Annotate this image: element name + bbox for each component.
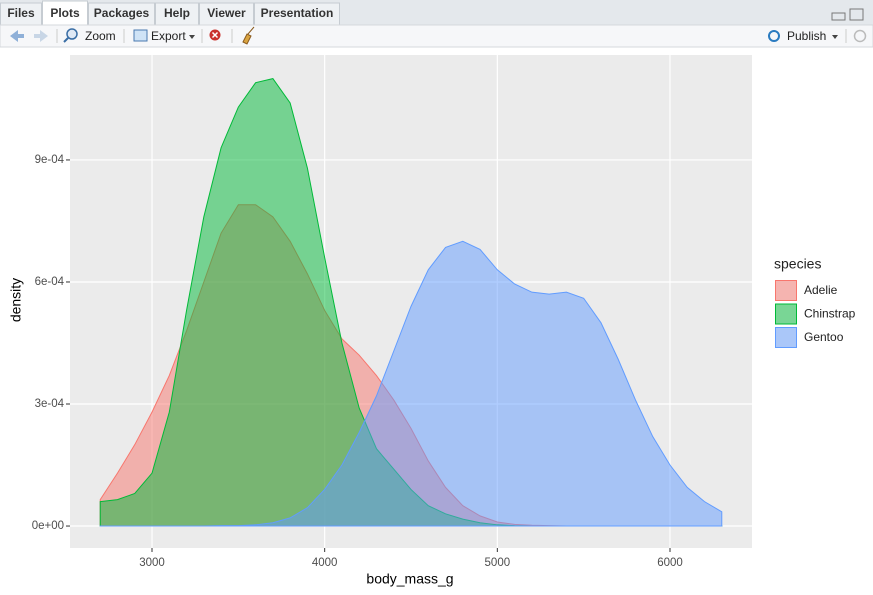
tab[interactable]: Presentation [254, 2, 340, 26]
legend-label: Adelie [804, 283, 838, 297]
export-label: Export [151, 29, 186, 43]
maximize-button[interactable] [849, 8, 864, 21]
legend-label: Chinstrap [804, 307, 856, 321]
tab-label: Plots [50, 6, 80, 20]
dropdown-arrow [189, 35, 195, 39]
x-tick-label: 6000 [657, 557, 683, 569]
y-tick-label: 6e-04 [35, 276, 65, 288]
legend-key [775, 303, 797, 325]
tab-label: Packages [94, 6, 150, 20]
publish-label: Publish [787, 29, 826, 43]
publish-icon [768, 30, 780, 42]
y-axis-title: density [8, 278, 24, 322]
legend-label: Gentoo [804, 330, 844, 344]
zoom-button[interactable]: Zoom [63, 28, 116, 43]
y-tick-label: 3e-04 [35, 398, 65, 410]
tab-label: Viewer [207, 6, 246, 20]
tab-background [42, 0, 88, 26]
zoom-label: Zoom [85, 29, 116, 43]
toolbar [0, 24, 873, 48]
refresh-button[interactable] [853, 29, 867, 43]
tab-label: Files [7, 6, 35, 20]
legend-title: species [774, 256, 821, 272]
zoom-icon [66, 28, 78, 40]
legend-key [775, 280, 797, 301]
clear-all-button[interactable] [242, 26, 255, 45]
export-icon [133, 29, 148, 42]
x-tick-label: 3000 [139, 557, 165, 569]
forward-button[interactable] [34, 30, 48, 42]
back-button[interactable] [10, 30, 24, 42]
minimize-button[interactable] [831, 12, 846, 21]
tab-label: Presentation [261, 6, 334, 20]
x-tick-label: 4000 [312, 557, 338, 569]
export-button[interactable]: Export [133, 29, 195, 43]
dropdown-arrow [832, 35, 838, 39]
tab[interactable]: Viewer [199, 2, 254, 26]
tab-label: Help [164, 6, 190, 20]
tab[interactable]: Packages [88, 2, 155, 26]
y-tick-label: 9e-04 [35, 154, 65, 166]
x-axis-title: body_mass_g [366, 571, 453, 587]
density-area [99, 240, 723, 527]
remove-icon [211, 31, 219, 39]
tab[interactable]: Files [0, 2, 42, 26]
x-tick-label: 5000 [485, 557, 511, 569]
tab[interactable]: Plots [42, 0, 88, 26]
publish-button[interactable]: Publish [768, 29, 838, 43]
legend-key [775, 327, 797, 348]
zoom-icon [63, 37, 69, 43]
tab[interactable]: Help [155, 2, 199, 26]
y-tick-label: 0e+00 [32, 520, 64, 532]
